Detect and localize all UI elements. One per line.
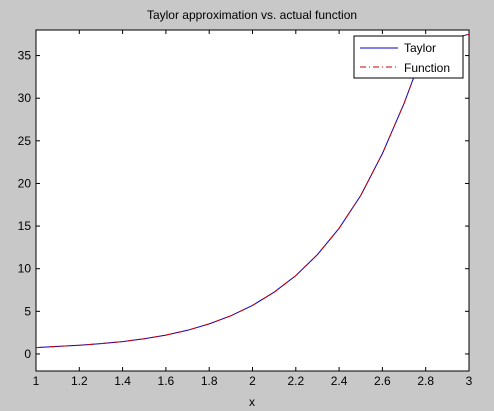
y-tick-label: 15 — [18, 219, 32, 233]
legend: Taylor Function — [353, 35, 464, 79]
x-tick-label: 2.6 — [374, 374, 391, 388]
x-tick-label: 1.2 — [71, 374, 88, 388]
series-lines — [35, 33, 470, 349]
y-tick-label: 5 — [24, 304, 31, 318]
y-tick-label: 0 — [24, 347, 31, 361]
series-line-function — [35, 33, 470, 349]
legend-label-taylor: Taylor — [404, 41, 436, 55]
plot-area — [35, 29, 470, 372]
y-tick-label: 35 — [18, 49, 32, 63]
x-tick-label: 1 — [33, 374, 40, 388]
y-tick-label: 20 — [18, 176, 32, 190]
y-tick-label: 25 — [18, 134, 32, 148]
legend-box — [353, 35, 464, 79]
y-tick-label: 10 — [18, 262, 32, 276]
x-tick-label: 2.2 — [287, 374, 304, 388]
chart-title: Taylor approximation vs. actual function — [147, 8, 357, 22]
x-tick-label: 1.4 — [114, 374, 131, 388]
x-tick-label: 2.8 — [417, 374, 434, 388]
ticks: 1 1.2 1.4 1.6 1.8 2 2.2 2.4 2.6 2.8 30510152025303… — [18, 30, 473, 388]
x-tick-label: 1.8 — [201, 374, 218, 388]
x-tick-label: 3 — [466, 374, 473, 388]
x-tick-label: 2.4 — [331, 374, 348, 388]
x-tick-label: 2 — [249, 374, 256, 388]
x-tick-label: 1.6 — [158, 374, 175, 388]
x-axis-label: x — [249, 395, 255, 409]
y-tick-label: 30 — [18, 91, 32, 105]
legend-label-function: Function — [404, 61, 450, 75]
